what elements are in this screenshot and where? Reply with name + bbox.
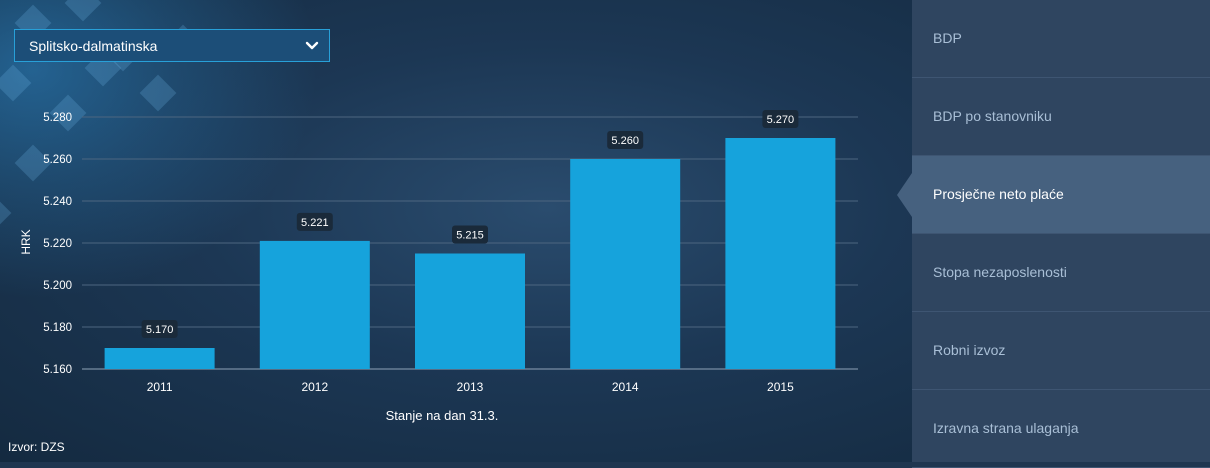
sidebar-item-label: BDP xyxy=(933,30,962,46)
x-tick-label: 2011 xyxy=(147,380,173,394)
sidebar-item-stopa-nezaposlenosti[interactable]: Stopa nezaposlenosti xyxy=(912,234,1210,312)
value-label-text: 5.170 xyxy=(146,324,174,336)
sidebar-item-robni-izvoz[interactable]: Robni izvoz xyxy=(912,312,1210,390)
y-tick-label: 5.180 xyxy=(43,322,72,334)
sidebar-item-prosjecne-neto-place[interactable]: Prosječne neto plaće xyxy=(897,156,1210,234)
sidebar-item-label: Stopa nezaposlenosti xyxy=(933,264,1067,280)
y-tick-label: 5.260 xyxy=(43,154,72,166)
value-label-text: 5.270 xyxy=(767,114,795,126)
source-note: Izvor: DZS xyxy=(8,440,65,454)
value-label-background xyxy=(762,110,799,128)
region-dropdown-value: Splitsko-dalmatinska xyxy=(29,38,158,54)
y-tick-label: 5.220 xyxy=(43,238,72,250)
value-label-2011: 5.170 xyxy=(141,320,178,338)
y-axis-label: HRK xyxy=(19,229,33,254)
x-tick-label: 2014 xyxy=(612,380,639,394)
y-tick-label: 5.240 xyxy=(43,196,72,208)
sidebar-item-bdp[interactable]: BDP xyxy=(912,0,1210,78)
y-tick-label: 5.160 xyxy=(43,364,72,376)
bar-2014[interactable] xyxy=(570,159,681,369)
value-label-background xyxy=(296,212,333,231)
value-labels: 5.170 5.221 5.215 5.260 5.270 xyxy=(141,110,799,338)
bar-2015[interactable] xyxy=(725,138,836,369)
x-axis-label: Stanje na dan 31.3. xyxy=(386,408,499,423)
value-label-background xyxy=(452,225,488,244)
value-label-background xyxy=(141,320,178,338)
value-label-background xyxy=(607,131,644,149)
sidebar-item-label: Prosječne neto plaće xyxy=(933,186,1064,202)
sidebar-item-izravna-strana-ulaganja[interactable]: Izravna strana ulaganja xyxy=(912,390,1210,468)
x-axis-ticks: 2011 2012 2013 2014 2015 xyxy=(147,380,794,394)
sidebar-item-label: BDP po stanovniku xyxy=(933,108,1052,124)
x-tick-label: 2015 xyxy=(767,380,794,394)
sidebar-item-label: Robni izvoz xyxy=(933,342,1006,358)
region-dropdown[interactable]: Splitsko-dalmatinska xyxy=(14,29,330,62)
value-label-2012: 5.221 xyxy=(296,212,333,231)
y-tick-label: 5.280 xyxy=(43,112,72,124)
value-label-2014: 5.260 xyxy=(607,131,644,149)
x-tick-label: 2012 xyxy=(301,380,328,394)
value-label-text: 5.221 xyxy=(301,217,329,229)
sidebar-nav: BDP BDP po stanovniku Prosječne neto plaće… xyxy=(897,0,1210,468)
value-label-text: 5.215 xyxy=(456,230,484,242)
bar-2012[interactable] xyxy=(259,240,370,369)
value-label-text: 5.260 xyxy=(611,135,639,147)
value-label-2013: 5.215 xyxy=(452,225,488,244)
y-axis-ticks: 5.160 5.180 5.200 5.220 5.240 5.260 5.280 xyxy=(43,112,72,376)
bar-chart: 5.160 5.180 5.200 5.220 5.240 5.260 5.280 5.17… xyxy=(19,110,858,423)
y-tick-label: 5.200 xyxy=(43,280,72,292)
value-label-2015: 5.270 xyxy=(762,110,799,128)
sidebar-item-label: Izravna strana ulaganja xyxy=(933,420,1079,436)
x-tick-label: 2013 xyxy=(457,380,484,394)
sidebar-item-bdp-po-stanovniku[interactable]: BDP po stanovniku xyxy=(912,78,1210,156)
bar-2013[interactable] xyxy=(415,253,525,370)
bar-2011[interactable] xyxy=(104,348,215,369)
chart-panel: Splitsko-dalmatinska 5.160 5.180 5.200 5.22… xyxy=(0,0,912,462)
active-pointer-arrow xyxy=(897,173,912,217)
bars xyxy=(104,138,836,370)
chevron-down-icon xyxy=(305,41,319,50)
